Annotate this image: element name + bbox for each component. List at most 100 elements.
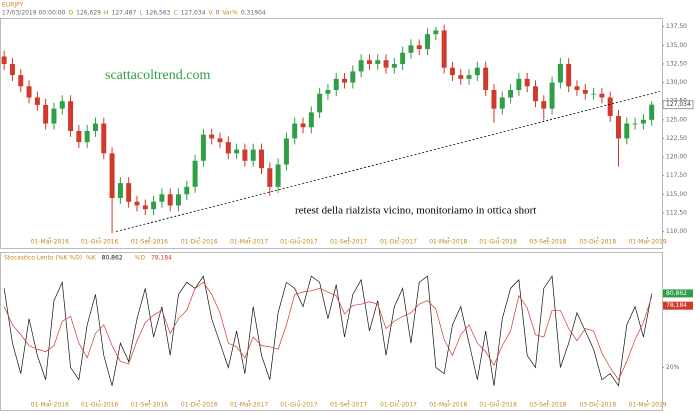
- header-item: O: [68, 10, 73, 17]
- header-item: 126,563: [146, 10, 171, 17]
- x-tick-label: 01-Mar-2019: [628, 402, 666, 409]
- candle-body: [242, 149, 248, 161]
- y-tick-label: 132,50: [666, 60, 687, 67]
- candle-body: [126, 183, 132, 202]
- header-item: C: [173, 10, 177, 17]
- candle-body: [524, 78, 530, 87]
- last-price-label: 127,034: [666, 101, 691, 108]
- candle-body: [566, 63, 572, 87]
- header-item: 127,487: [112, 10, 137, 17]
- header-item: 0,31904: [241, 10, 266, 17]
- x-tick-label: 01-Giu-2016: [81, 239, 119, 246]
- candle-body: [499, 97, 505, 109]
- candle-body: [649, 104, 655, 120]
- candle-body: [151, 201, 157, 210]
- candle-body: [557, 63, 563, 83]
- candle-body: [317, 93, 323, 113]
- candle-body: [259, 149, 264, 169]
- candle-body: [250, 149, 256, 161]
- header-item: L: [139, 10, 143, 17]
- candle-body: [234, 149, 240, 154]
- candle-body: [640, 119, 646, 124]
- last-value-label: 80,862: [666, 290, 687, 297]
- candle-body: [308, 112, 314, 128]
- candle-body: [283, 138, 289, 165]
- candle-body: [92, 123, 98, 131]
- legend-name: %D: [135, 255, 146, 262]
- annotation: retest della rialzista vicino, monitoria…: [295, 205, 536, 217]
- x-tick-label: 01-Giu-2017: [280, 239, 318, 246]
- x-tick-label: 01-Mar-2016: [31, 402, 69, 409]
- candle-body: [375, 60, 381, 64]
- candle-body: [51, 108, 57, 124]
- candle-body: [591, 93, 597, 95]
- candle-body: [491, 90, 497, 109]
- symbol: EURJPY: [2, 2, 24, 9]
- candle-body: [184, 186, 190, 195]
- candle-body: [200, 134, 206, 161]
- candle-body: [408, 45, 414, 53]
- candle-body: [449, 67, 455, 76]
- x-tick-label: 01-Set-2017: [330, 239, 367, 246]
- y-tick-label: 112,50: [666, 209, 687, 216]
- candle-body: [159, 194, 165, 202]
- candle-body: [599, 93, 605, 98]
- x-tick-label: 01-Dic-2017: [380, 239, 417, 246]
- x-tick-label: 01-Giu-2018: [479, 402, 517, 409]
- x-tick-label: 01-Mar-2018: [429, 239, 467, 246]
- y-tick-label: 130,00: [666, 79, 687, 86]
- candle-body: [366, 60, 372, 64]
- y-tick-label: 125,00: [666, 116, 687, 123]
- candle-body: [34, 97, 40, 105]
- candle-body: [176, 194, 181, 206]
- stoch-line: [3, 275, 653, 387]
- candle-body: [458, 75, 464, 79]
- candle-body: [109, 153, 115, 199]
- legend-value: 80,862: [102, 255, 123, 262]
- last-value-box: [663, 289, 693, 298]
- y-tick-label: 115,00: [666, 191, 687, 198]
- candle-body: [76, 130, 82, 143]
- stoch-frame: [0, 252, 663, 411]
- x-tick-label: 01-Set-2016: [131, 239, 168, 246]
- x-tick-label: 01-Dic-2016: [181, 239, 218, 246]
- candle-body: [225, 142, 231, 154]
- watermark: scattacoltrend.com: [105, 68, 210, 83]
- candle-body: [425, 34, 431, 50]
- x-tick-label: 01-Mar-2017: [230, 402, 268, 409]
- x-tick-label: 01-Set-2017: [330, 402, 367, 409]
- candle-body: [134, 201, 140, 206]
- header-item: 0: [216, 10, 220, 17]
- legend-name: %K: [86, 255, 97, 262]
- header-item: 127,034: [181, 10, 206, 17]
- candle-body: [267, 168, 273, 187]
- candle-body: [474, 67, 480, 76]
- candle-body: [616, 116, 621, 139]
- candle-body: [84, 130, 90, 143]
- candle-body: [508, 90, 514, 98]
- candle-body: [441, 30, 447, 68]
- legend-value: 78,184: [151, 255, 172, 262]
- x-tick-label: 01-Mar-2016: [31, 239, 69, 246]
- candle-body: [549, 82, 555, 109]
- candle-body: [532, 86, 538, 102]
- y-tick-label: 120,00: [666, 154, 687, 161]
- candle-body: [433, 30, 439, 35]
- y-tick-label: 117,50: [666, 172, 687, 179]
- x-tick-label: 03-Dic-2018: [579, 239, 616, 246]
- candle-body: [632, 123, 638, 125]
- y-tick-label: 137,50: [666, 23, 687, 30]
- candle-body: [59, 101, 65, 109]
- x-tick-label: 01-Giu-2016: [81, 402, 119, 409]
- candle-body: [466, 75, 472, 79]
- candle-body: [167, 194, 173, 206]
- candle-body: [18, 75, 24, 87]
- main-frame: [0, 18, 663, 249]
- candle-body: [26, 86, 32, 98]
- x-tick-label: 01-Mar-2019: [628, 239, 666, 246]
- last-value-label: 78,184: [666, 302, 687, 309]
- candle-body: [325, 90, 331, 94]
- candle-body: [624, 123, 630, 139]
